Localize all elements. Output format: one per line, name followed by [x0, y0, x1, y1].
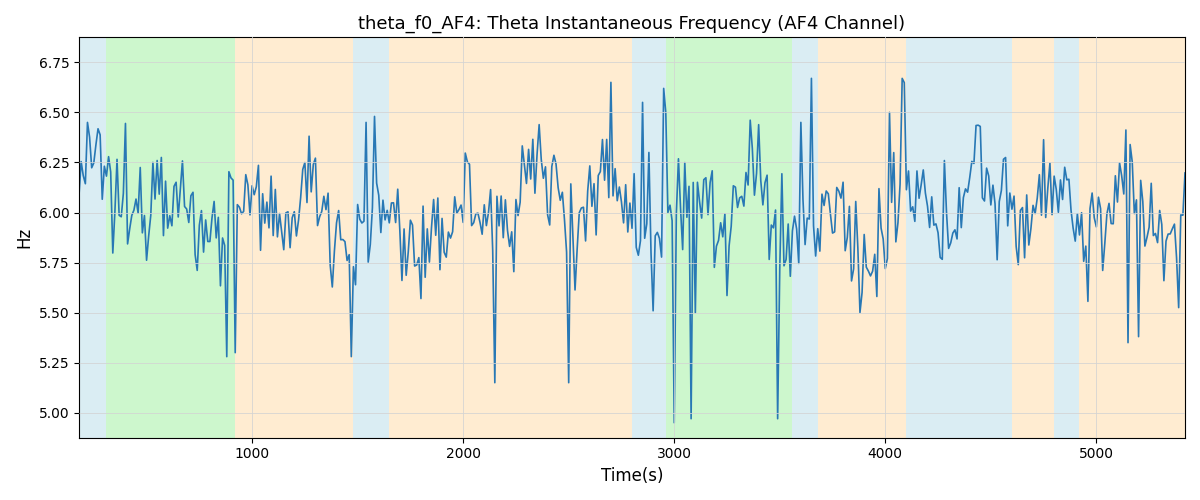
- Bar: [792, 38, 817, 438]
- Bar: [632, 38, 666, 438]
- Bar: [1012, 38, 1054, 438]
- Bar: [107, 38, 235, 438]
- Bar: [1080, 38, 1186, 438]
- Bar: [235, 38, 354, 438]
- X-axis label: Time(s): Time(s): [601, 467, 664, 485]
- Bar: [817, 38, 906, 438]
- Title: theta_f0_AF4: Theta Instantaneous Frequency (AF4 Channel): theta_f0_AF4: Theta Instantaneous Freque…: [359, 15, 906, 34]
- Bar: [906, 38, 1012, 438]
- Y-axis label: Hz: Hz: [14, 227, 32, 248]
- Bar: [686, 38, 792, 438]
- Bar: [666, 38, 686, 438]
- Bar: [1054, 38, 1080, 438]
- Bar: [354, 38, 389, 438]
- Bar: [389, 38, 632, 438]
- Bar: [79, 38, 107, 438]
